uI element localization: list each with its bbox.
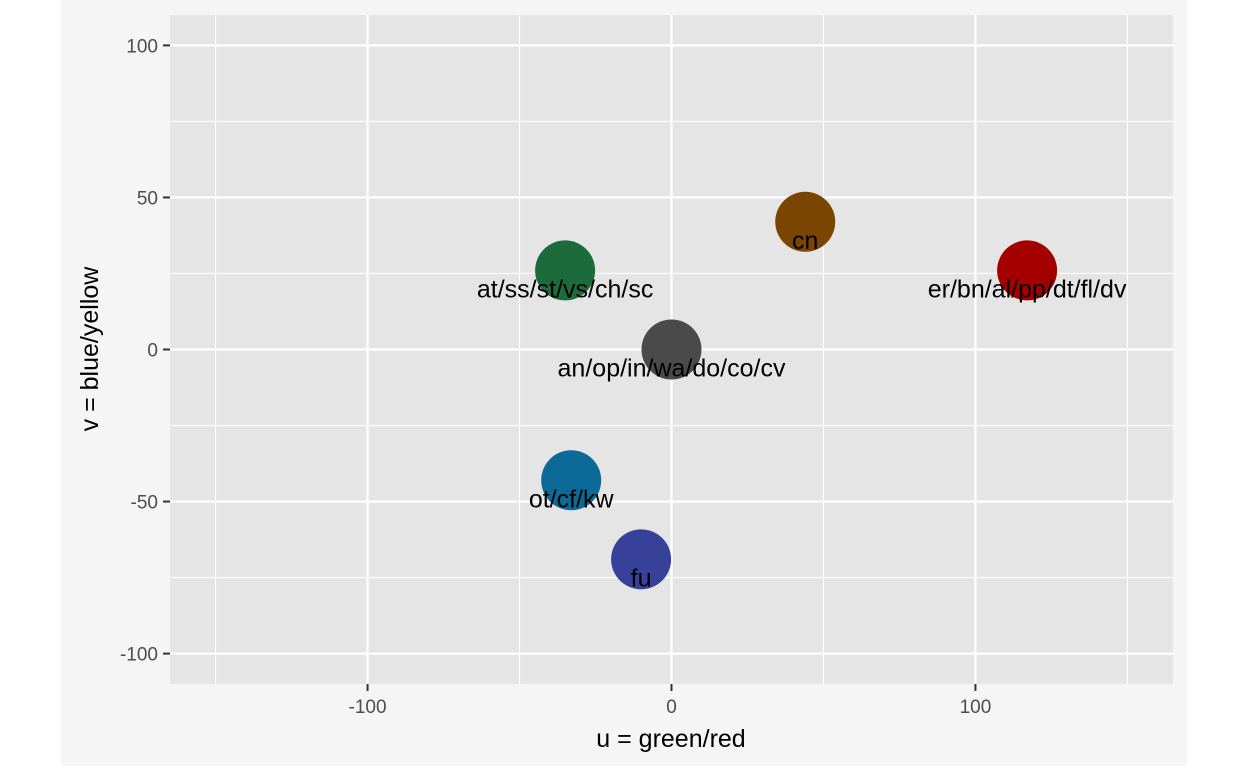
y-axis-title: v = blue/yellow [76, 266, 104, 432]
scatter-chart: -100 0 100 -100 -50 0 50 100 cn at/ss/st/vs/ch/s… [76, 15, 1173, 753]
x-tick-label: 0 [666, 697, 677, 718]
point-label: ot/cf/kw [529, 485, 615, 513]
x-tick-label: 100 [960, 697, 992, 718]
point-label: an/op/in/wa/do/co/cv [558, 355, 786, 383]
data-point [535, 240, 596, 301]
data-point [775, 191, 836, 252]
point-label: cn [792, 227, 818, 255]
data-points [535, 191, 1058, 590]
point-label: er/bn/al/pp/dt/fl/dv [928, 275, 1127, 303]
y-tick-label: -100 [120, 645, 158, 666]
point-label: fu [631, 564, 652, 592]
axes: -100 0 100 -100 -50 0 50 100 [120, 36, 991, 718]
x-tick-label: -100 [349, 697, 387, 718]
data-point [641, 319, 702, 380]
y-tick-label: -50 [131, 493, 158, 514]
y-tick-label: 50 [137, 188, 158, 209]
point-labels: cn at/ss/st/vs/ch/sc er/bn/al/pp/dt/fl/dv a… [477, 227, 1127, 593]
y-tick-label: 100 [126, 36, 158, 57]
data-point [541, 450, 602, 511]
data-point [997, 240, 1058, 301]
x-axis-title: u = green/red [596, 725, 745, 753]
y-tick-label: 0 [147, 341, 158, 362]
chart-figure: -100 0 100 -100 -50 0 50 100 cn at/ss/st/vs/ch/s… [61, 0, 1187, 766]
data-point [611, 529, 672, 590]
point-label: at/ss/st/vs/ch/sc [477, 275, 653, 303]
